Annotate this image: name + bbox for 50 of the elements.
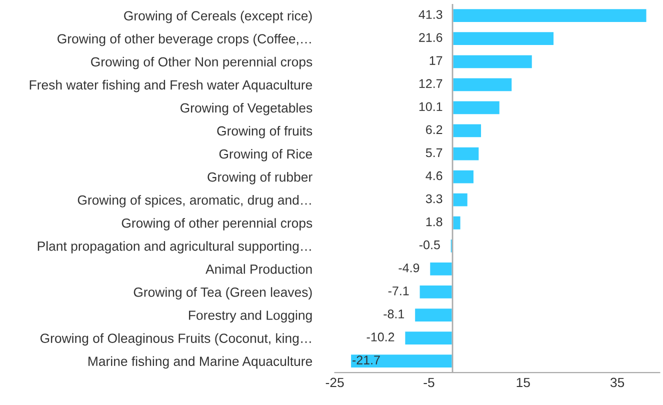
bar — [452, 168, 475, 185]
y-tick-label: Growing of Cereals (except rice) — [124, 10, 312, 24]
data-label: 5.7 — [426, 148, 442, 158]
y-tick-label: Growing of Tea (Green leaves) — [134, 287, 312, 300]
y-tick-label: Plant propagation and agricultural supporting… — [38, 241, 311, 254]
y-tick-label: Fresh water fishing and Fresh water Aquaculture — [30, 80, 312, 92]
x-tick-label: -25 — [326, 378, 344, 388]
y-tick-label: Animal Production — [206, 264, 312, 274]
y-tick-label: Growing of Vegetables — [180, 102, 312, 116]
bar — [452, 192, 469, 208]
bar — [428, 261, 454, 277]
bar — [452, 8, 648, 24]
data-label: -4.9 — [398, 263, 420, 272]
x-tick-label: 35 — [610, 378, 624, 388]
x-tick-label: 15 — [516, 378, 530, 388]
x-tick-label: -5 — [424, 378, 434, 388]
data-label: 4.6 — [426, 171, 442, 180]
y-tick-label: Growing of other beverage crops (Coffee,… — [58, 34, 311, 46]
bar — [452, 146, 480, 162]
bar — [350, 353, 454, 369]
y-tick-label: Growing of Rice — [219, 148, 312, 162]
data-label: 6.2 — [426, 125, 442, 134]
data-label: -0.5 — [419, 240, 440, 250]
bar — [452, 54, 534, 70]
bar — [452, 122, 482, 139]
bar — [404, 330, 454, 346]
data-label: 17 — [430, 56, 442, 65]
bar — [418, 284, 454, 300]
data-label: -21.7 — [352, 356, 380, 364]
y-tick-label: Growing of rubber — [208, 172, 312, 184]
data-label: -10.2 — [366, 332, 394, 342]
bar — [452, 30, 555, 46]
data-label: 41.3 — [418, 10, 442, 19]
y-tick-label: Growing of Oleaginous Fruits (Coconut, king… — [40, 333, 311, 346]
data-label: 21.6 — [419, 33, 442, 42]
y-tick-label: Growing of fruits — [217, 126, 312, 138]
data-label: 1.8 — [426, 217, 442, 226]
y-tick-label: Growing of spices, aromatic, drug and… — [78, 195, 311, 208]
bar — [414, 307, 454, 323]
data-label: 3.3 — [426, 194, 442, 204]
data-label: -8.1 — [384, 310, 404, 318]
y-tick-label: Forestry and Logging — [188, 310, 312, 323]
data-label: 10.1 — [419, 102, 442, 112]
data-label: -7.1 — [388, 286, 409, 296]
y-tick-label: Marine fishing and Marine Aquaculture — [88, 356, 312, 369]
data-label: 12.7 — [419, 79, 442, 88]
y-tick-label: Growing of other perennial crops — [122, 218, 312, 230]
y-tick-label: Growing of Other Non perennial crops — [91, 56, 312, 70]
bar — [452, 100, 501, 116]
bar — [452, 76, 514, 93]
